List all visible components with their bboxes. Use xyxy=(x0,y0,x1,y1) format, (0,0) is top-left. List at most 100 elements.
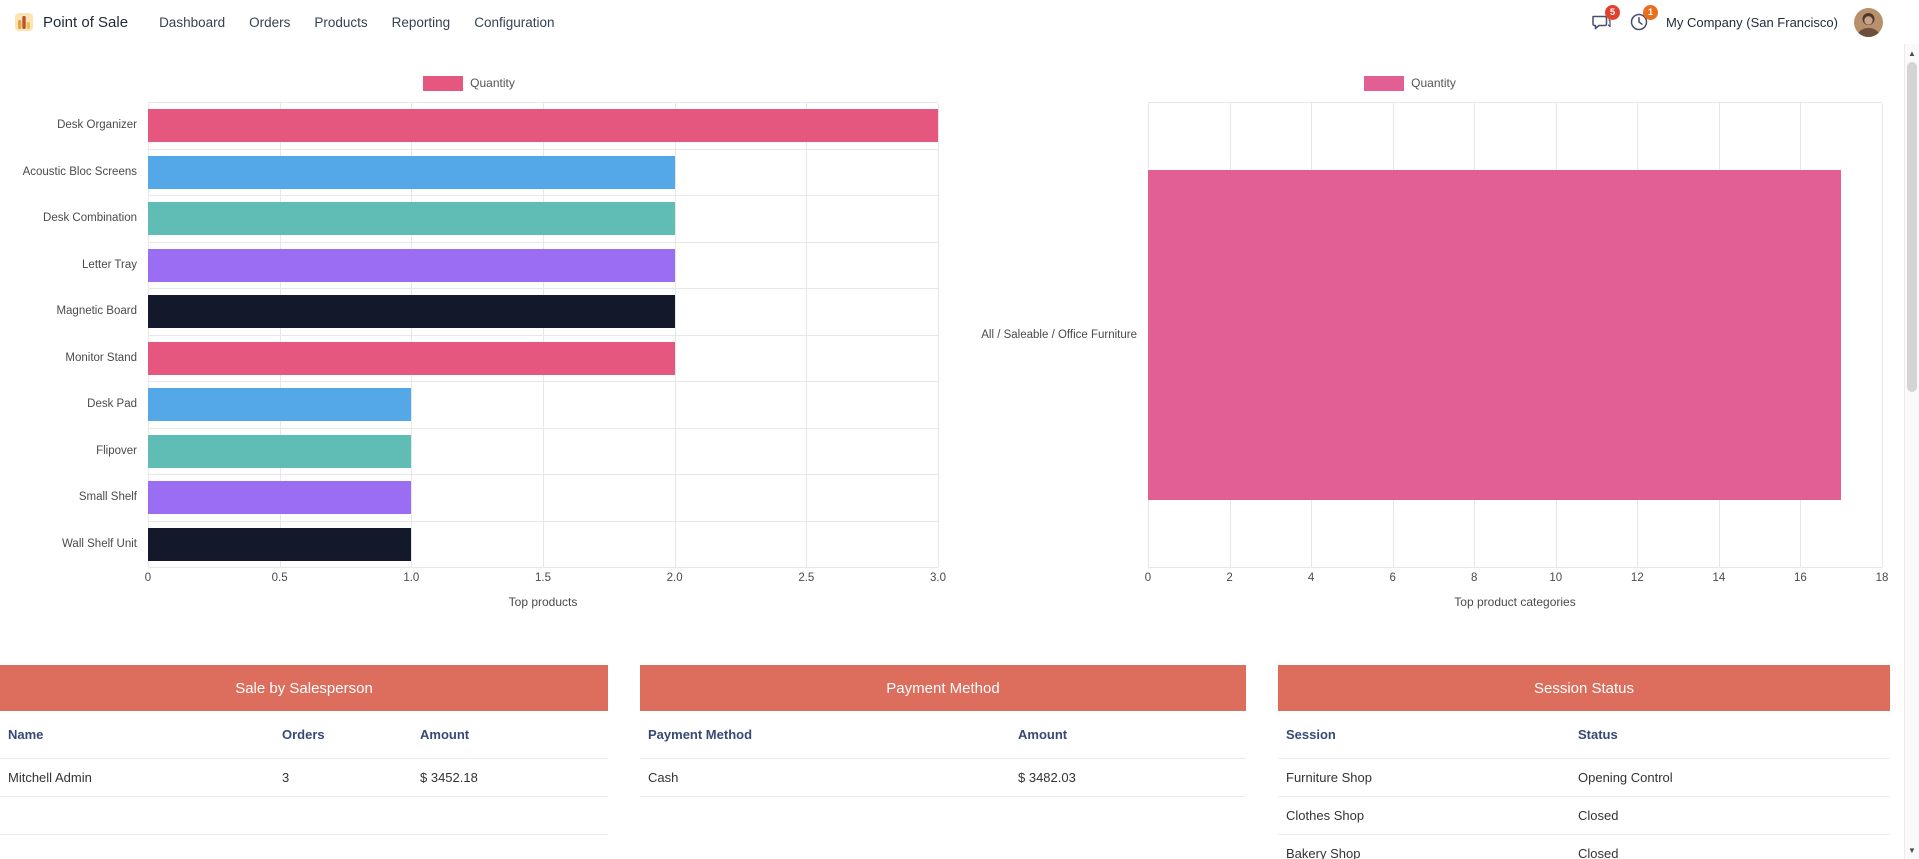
activities-badge: 1 xyxy=(1643,5,1659,20)
vertical-scrollbar[interactable]: ▲ ▼ xyxy=(1904,44,1919,859)
table-cell: Opening Control xyxy=(1578,770,1673,785)
scroll-up-arrow-icon[interactable]: ▲ xyxy=(1908,48,1916,58)
chart-body: All / Saleable / Office Furniture xyxy=(938,102,1883,568)
sale-by-salesperson-table: Sale by Salesperson Name Orders Amount Mitch… xyxy=(0,665,608,859)
category-label: Desk Combination xyxy=(43,212,137,225)
x-tick-label: 14 xyxy=(1712,572,1726,584)
chart-row xyxy=(148,336,938,382)
category-label: Small Shelf xyxy=(78,491,137,504)
legend-swatch xyxy=(1364,75,1405,91)
messages-button[interactable]: 5 xyxy=(1590,5,1621,33)
main-menu: Dashboard Orders Products Reporting Conf… xyxy=(148,8,565,37)
category-label: Flipover xyxy=(96,444,137,457)
app-title: Point of Sale xyxy=(43,13,129,31)
plot-area xyxy=(1148,102,1883,568)
chart-row xyxy=(148,522,938,568)
x-axis: 0 2 4 6 8 10 12 14 16 18 xyxy=(1145,569,1889,587)
chart-row xyxy=(148,429,938,475)
chart-legend: Quantity xyxy=(0,74,938,92)
column-header: Session xyxy=(1286,727,1336,742)
payment-method-table: Payment Method Payment Method Amount Cash $ … xyxy=(640,665,1246,859)
chart-title: Top product categories xyxy=(1454,595,1576,609)
menu-item-reporting[interactable]: Reporting xyxy=(391,14,451,30)
y-axis-labels: Desk Organizer Acoustic Bloc Screens Desk … xyxy=(0,102,148,567)
x-tick-label: 18 xyxy=(1875,572,1889,584)
plot-area xyxy=(148,102,939,568)
activities-button[interactable]: 1 xyxy=(1628,5,1659,33)
table-row[interactable]: Bakery Shop Closed xyxy=(1278,835,1890,859)
x-tick-label: 0 xyxy=(144,572,152,584)
table-header-row: Name Orders Amount xyxy=(0,711,608,759)
chart-row xyxy=(148,103,938,150)
chart-bar[interactable] xyxy=(148,341,675,375)
table-row[interactable]: Clothes Shop Closed xyxy=(1278,797,1890,835)
x-tick-label: 3.0 xyxy=(930,572,946,584)
chart-bar[interactable] xyxy=(148,295,675,329)
x-axis: 0 0.5 1.0 1.5 2.0 2.5 3.0 xyxy=(144,569,946,587)
dashboard-tables: Sale by Salesperson Name Orders Amount Mitch… xyxy=(0,665,1919,859)
chart-bar[interactable] xyxy=(1148,170,1842,500)
menu-item-configuration[interactable]: Configuration xyxy=(474,14,555,30)
table-cell: Mitchell Admin xyxy=(8,770,92,785)
table-cell: Bakery Shop xyxy=(1286,846,1361,859)
charts-section: Quantity Desk Organizer Acoustic Bloc Scre… xyxy=(0,44,1919,609)
x-tick-label: 6 xyxy=(1389,572,1396,584)
clock-icon xyxy=(1628,11,1650,33)
category-label: All / Saleable / Office Furniture xyxy=(981,328,1137,341)
chart-row xyxy=(148,475,938,522)
company-switcher[interactable]: My Company (San Francisco) xyxy=(1666,14,1838,30)
x-tick-label: 2.5 xyxy=(798,572,815,584)
menu-item-orders[interactable]: Orders xyxy=(249,14,291,30)
empty-table-row xyxy=(0,797,608,835)
chart-bar[interactable] xyxy=(148,109,938,143)
column-header: Amount xyxy=(1018,727,1068,742)
chart-title: Top products xyxy=(508,595,578,609)
chart-row xyxy=(148,382,938,429)
category-label: Monitor Stand xyxy=(65,351,137,364)
table-row[interactable]: Cash $ 3482.03 xyxy=(640,759,1246,797)
scrollbar-thumb[interactable] xyxy=(1907,62,1917,392)
x-tick-label: 1.0 xyxy=(403,572,420,584)
table-cell: Closed xyxy=(1578,808,1619,823)
x-tick-label: 2.0 xyxy=(666,572,683,584)
table-row[interactable]: Mitchell Admin 3 $ 3452.18 xyxy=(0,759,608,797)
column-header: Status xyxy=(1578,727,1618,742)
table-row[interactable]: Furniture Shop Opening Control xyxy=(1278,759,1890,797)
app-menu-button[interactable]: Point of Sale xyxy=(14,12,128,32)
category-label: Desk Pad xyxy=(87,398,137,411)
x-tick-label: 10 xyxy=(1549,572,1563,584)
x-tick-label: 12 xyxy=(1630,572,1644,584)
menu-item-products[interactable]: Products xyxy=(314,14,368,30)
table-cell: Cash xyxy=(648,770,679,785)
user-avatar[interactable] xyxy=(1854,7,1883,37)
chart-row xyxy=(148,243,938,289)
category-label: Letter Tray xyxy=(82,258,137,271)
category-label: Acoustic Bloc Screens xyxy=(22,165,137,178)
column-header: Orders xyxy=(282,727,325,742)
gridline xyxy=(938,103,939,567)
menu-item-dashboard[interactable]: Dashboard xyxy=(159,14,226,30)
x-tick-label: 8 xyxy=(1471,572,1478,584)
chart-bar[interactable] xyxy=(148,155,675,189)
scroll-down-arrow-icon[interactable]: ▼ xyxy=(1908,845,1916,855)
chart-bar[interactable] xyxy=(148,248,675,282)
chart-bar[interactable] xyxy=(148,388,412,422)
gridline xyxy=(1882,103,1883,567)
category-label: Magnetic Board xyxy=(56,305,137,318)
chart-bar[interactable] xyxy=(148,481,412,515)
table-header-row: Session Status xyxy=(1278,711,1890,759)
chart-bar[interactable] xyxy=(148,434,412,468)
chart-row xyxy=(148,289,938,336)
chart-bar[interactable] xyxy=(148,202,675,236)
x-tick-label: 1.5 xyxy=(535,572,551,584)
category-label: Desk Organizer xyxy=(57,119,137,132)
column-header: Name xyxy=(8,727,44,742)
column-header: Amount xyxy=(420,727,470,742)
chart-bar[interactable] xyxy=(148,527,412,561)
table-cell: Closed xyxy=(1578,846,1619,859)
chart-body: Desk Organizer Acoustic Bloc Screens Desk … xyxy=(0,102,939,568)
table-title: Payment Method xyxy=(640,665,1246,711)
legend-swatch xyxy=(423,75,464,91)
session-status-table: Session Status Session Status Furniture Sho… xyxy=(1278,665,1890,859)
table-cell: $ 3482.03 xyxy=(1018,770,1076,785)
